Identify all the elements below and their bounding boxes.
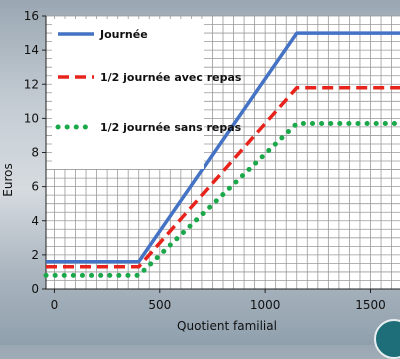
series-line-2 [46,85,400,269]
x-tick-label: 0 [51,298,59,312]
legend-label-2: 1/2 journée avec repas [100,71,242,84]
chart: 0 2 4 6 8 10 12 14 16 0 500 1000 1500 Journée 1/2 jo… [1,9,400,333]
x-axis-label: Quotient familial [177,319,277,333]
x-tick-label: 1000 [250,298,281,312]
y-tick-label: 16 [24,9,39,23]
y-tick-label: 14 [24,43,39,57]
legend-label-1: Journée [99,28,148,41]
y-tick-label: 8 [31,146,39,160]
grid [46,15,400,290]
legend-box [52,19,204,169]
series-line-1 [46,31,400,264]
y-tick-label: 2 [31,248,39,262]
x-tick-label: 1500 [355,298,386,312]
y-tick-label: 12 [24,77,39,91]
legend-label-3: 1/2 journée sans repas [100,121,242,134]
y-tick-label: 10 [24,111,39,125]
x-tick-labels: 0 500 1000 1500 [51,289,386,312]
decorative-circle [374,319,400,359]
y-tick-label: 0 [31,282,39,296]
x-tick-label: 500 [148,298,171,312]
series-line-3 [43,121,400,278]
series-lines [43,31,400,278]
y-axis-label: Euros [1,163,15,196]
y-tick-labels: 0 2 4 6 8 10 12 14 16 [24,9,46,296]
y-tick-label: 4 [31,214,39,228]
y-tick-label: 6 [31,180,39,194]
legend: Journée 1/2 journée avec repas 1/2 journée… [52,19,242,169]
